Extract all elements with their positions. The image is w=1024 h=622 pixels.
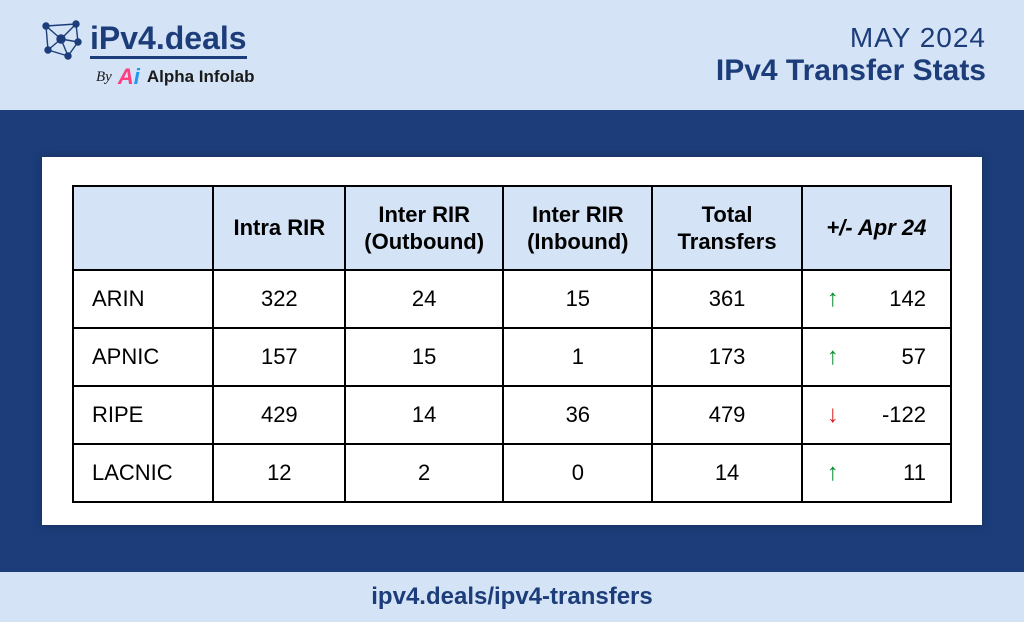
alpha-infolab-text: Alpha Infolab <box>147 67 255 87</box>
col-header-outbound: Inter RIR (Outbound) <box>345 186 503 270</box>
arrow-up-icon: ↑ <box>827 287 839 311</box>
delta-value: 142 <box>876 286 926 312</box>
header-title-group: MAY 2024 IPv4 Transfer Stats <box>716 22 986 88</box>
cell-outbound: 24 <box>345 270 503 328</box>
cell-total: 479 <box>652 386 801 444</box>
footer-link-text: ipv4.deals/ipv4-transfers <box>371 583 652 611</box>
network-icon <box>38 16 84 62</box>
arrow-down-icon: ↓ <box>827 403 839 427</box>
delta-value: -122 <box>876 402 926 428</box>
col-header-blank <box>73 186 213 270</box>
logo-text: iPv4.deals <box>90 23 247 58</box>
alpha-infolab-icon: Ai <box>118 64 140 90</box>
table-row: LACNIC 12 2 0 14 ↑ 11 <box>73 444 951 502</box>
row-label: RIPE <box>73 386 213 444</box>
cell-inbound: 15 <box>503 270 652 328</box>
col-header-total: Total Transfers <box>652 186 801 270</box>
cell-total: 361 <box>652 270 801 328</box>
page-title: IPv4 Transfer Stats <box>716 54 986 88</box>
table-row: ARIN 322 24 15 361 ↑ 142 <box>73 270 951 328</box>
cell-outbound: 14 <box>345 386 503 444</box>
table-row: RIPE 429 14 36 479 ↓ -122 <box>73 386 951 444</box>
footer-bar: ipv4.deals/ipv4-transfers <box>0 572 1024 622</box>
cell-intra: 12 <box>213 444 345 502</box>
row-label: ARIN <box>73 270 213 328</box>
row-label: LACNIC <box>73 444 213 502</box>
delta-value: 57 <box>876 344 926 370</box>
cell-intra: 322 <box>213 270 345 328</box>
table-row: APNIC 157 15 1 173 ↑ 57 <box>73 328 951 386</box>
table-container: Intra RIR Inter RIR (Outbound) Inter RIR… <box>42 157 982 525</box>
cell-intra: 429 <box>213 386 345 444</box>
table-header-row: Intra RIR Inter RIR (Outbound) Inter RIR… <box>73 186 951 270</box>
table-body: ARIN 322 24 15 361 ↑ 142 APNIC 157 1 <box>73 270 951 502</box>
cell-total: 173 <box>652 328 801 386</box>
cell-delta: ↑ 142 <box>802 270 951 328</box>
delta-value: 11 <box>876 460 926 486</box>
col-header-delta: +/- Apr 24 <box>802 186 951 270</box>
cell-total: 14 <box>652 444 801 502</box>
arrow-up-icon: ↑ <box>827 345 839 369</box>
cell-intra: 157 <box>213 328 345 386</box>
logo-group: iPv4.deals By Ai Alpha Infolab <box>38 20 255 90</box>
cell-delta: ↓ -122 <box>802 386 951 444</box>
logo-main: iPv4.deals <box>38 20 255 62</box>
cell-delta: ↑ 11 <box>802 444 951 502</box>
col-header-intra: Intra RIR <box>213 186 345 270</box>
by-text: By <box>96 69 112 86</box>
logo-byline: By Ai Alpha Infolab <box>96 64 255 90</box>
cell-outbound: 15 <box>345 328 503 386</box>
cell-inbound: 0 <box>503 444 652 502</box>
arrow-up-icon: ↑ <box>827 461 839 485</box>
cell-inbound: 36 <box>503 386 652 444</box>
cell-delta: ↑ 57 <box>802 328 951 386</box>
transfer-stats-table: Intra RIR Inter RIR (Outbound) Inter RIR… <box>72 185 952 503</box>
month-text: MAY 2024 <box>716 22 986 54</box>
main-content: Intra RIR Inter RIR (Outbound) Inter RIR… <box>0 110 1024 572</box>
cell-outbound: 2 <box>345 444 503 502</box>
col-header-inbound: Inter RIR (Inbound) <box>503 186 652 270</box>
row-label: APNIC <box>73 328 213 386</box>
cell-inbound: 1 <box>503 328 652 386</box>
header-bar: iPv4.deals By Ai Alpha Infolab MAY 2024 … <box>0 0 1024 110</box>
